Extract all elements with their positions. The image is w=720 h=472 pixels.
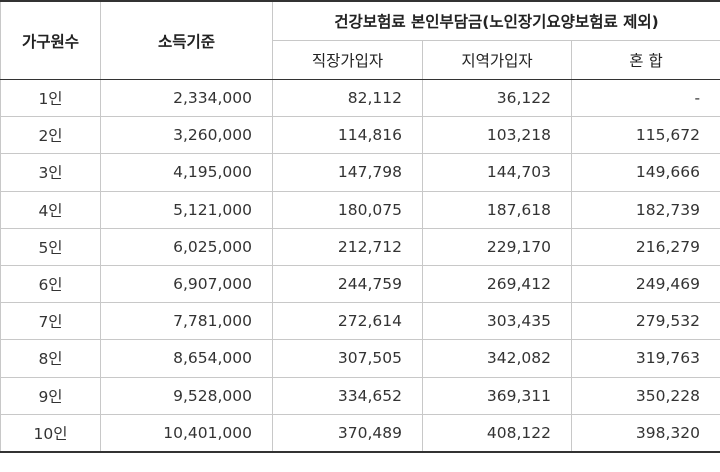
cell-employee: 307,505 <box>272 339 423 378</box>
cell-regional: 269,412 <box>422 264 572 304</box>
cell-employee: 272,614 <box>272 302 423 341</box>
cell-mixed: 115,672 <box>570 116 720 155</box>
cell-regional: 103,218 <box>422 116 572 155</box>
cell-household: 8인 <box>0 339 101 378</box>
header-insurance-group: 건강보험료 본인부담금(노인장기요양보험료 제외) <box>271 0 720 41</box>
table-row: 2인 3,260,000 114,816 103,218 115,672 <box>0 116 720 155</box>
header-mixed: 혼 합 <box>570 40 720 80</box>
header-row-2: 직장가입자 지역가입자 혼 합 <box>1 40 720 80</box>
table-row: 3인 4,195,000 147,798 144,703 149,666 <box>0 153 720 192</box>
cell-mixed: 398,320 <box>570 413 720 453</box>
cell-household: 4인 <box>0 190 101 229</box>
cell-employee: 370,489 <box>272 413 423 453</box>
cell-household: 5인 <box>0 227 101 266</box>
cell-employee: 334,652 <box>272 376 423 415</box>
table-row: 7인 7,781,000 272,614 303,435 279,532 <box>0 302 720 341</box>
cell-income: 6,907,000 <box>100 264 273 304</box>
cell-mixed: 216,279 <box>570 227 720 266</box>
table-row: 10인 10,401,000 370,489 408,122 398,320 <box>0 413 720 453</box>
health-insurance-table: 가구원수 소득기준 건강보험료 본인부담금(노인장기요양보험료 제외) 직장가입… <box>0 0 720 453</box>
cell-employee: 114,816 <box>272 116 423 155</box>
cell-mixed: 149,666 <box>570 153 720 192</box>
cell-household: 1인 <box>0 78 101 118</box>
cell-mixed: 350,228 <box>570 376 720 415</box>
cell-regional: 144,703 <box>422 153 572 192</box>
cell-household: 6인 <box>0 264 101 304</box>
cell-employee: 82,112 <box>272 78 423 118</box>
table-row: 9인 9,528,000 334,652 369,311 350,228 <box>0 376 720 415</box>
cell-income: 5,121,000 <box>100 190 273 229</box>
cell-household: 9인 <box>0 376 101 415</box>
header-employee: 직장가입자 <box>272 40 423 80</box>
cell-regional: 303,435 <box>422 302 572 341</box>
table-row: 5인 6,025,000 212,712 229,170 216,279 <box>0 227 720 266</box>
cell-regional: 408,122 <box>422 413 572 453</box>
cell-income: 7,781,000 <box>100 302 273 341</box>
cell-income: 6,025,000 <box>100 227 273 266</box>
cell-income: 9,528,000 <box>100 376 273 415</box>
cell-mixed: 182,739 <box>570 190 720 229</box>
table-row: 6인 6,907,000 244,759 269,412 249,469 <box>0 264 720 304</box>
cell-employee: 180,075 <box>272 190 423 229</box>
cell-regional: 229,170 <box>422 227 572 266</box>
cell-household: 2인 <box>0 116 101 155</box>
cell-mixed: 319,763 <box>570 339 720 378</box>
cell-income: 2,334,000 <box>100 78 273 118</box>
cell-income: 8,654,000 <box>100 339 273 378</box>
table-row: 8인 8,654,000 307,505 342,082 319,763 <box>0 339 720 378</box>
cell-income: 3,260,000 <box>100 116 273 155</box>
cell-income: 10,401,000 <box>100 413 273 453</box>
cell-employee: 147,798 <box>272 153 423 192</box>
header-row-1: 가구원수 소득기준 건강보험료 본인부담금(노인장기요양보험료 제외) <box>0 0 720 80</box>
header-income: 소득기준 <box>100 0 273 80</box>
cell-employee: 212,712 <box>272 227 423 266</box>
cell-employee: 244,759 <box>272 264 423 304</box>
cell-mixed: 279,532 <box>570 302 720 341</box>
header-regional: 지역가입자 <box>422 40 572 80</box>
cell-regional: 187,618 <box>422 190 572 229</box>
cell-household: 3인 <box>0 153 101 192</box>
table-row: 1인 2,334,000 82,112 36,122- <box>0 78 720 118</box>
cell-household: 7인 <box>0 302 101 341</box>
cell-mixed: 249,469 <box>570 264 720 304</box>
cell-regional: 369,311 <box>422 376 572 415</box>
cell-household: 10인 <box>0 413 101 453</box>
table-body: 1인 2,334,000 82,112 36,122-2인 3,260,000 114,8… <box>0 78 720 453</box>
cell-regional: 342,082 <box>422 339 572 378</box>
cell-mixed: - <box>570 78 720 118</box>
header-household: 가구원수 <box>0 0 101 80</box>
cell-regional: 36,122 <box>422 78 572 118</box>
cell-income: 4,195,000 <box>100 153 273 192</box>
table-row: 4인 5,121,000 180,075 187,618 182,739 <box>0 190 720 229</box>
